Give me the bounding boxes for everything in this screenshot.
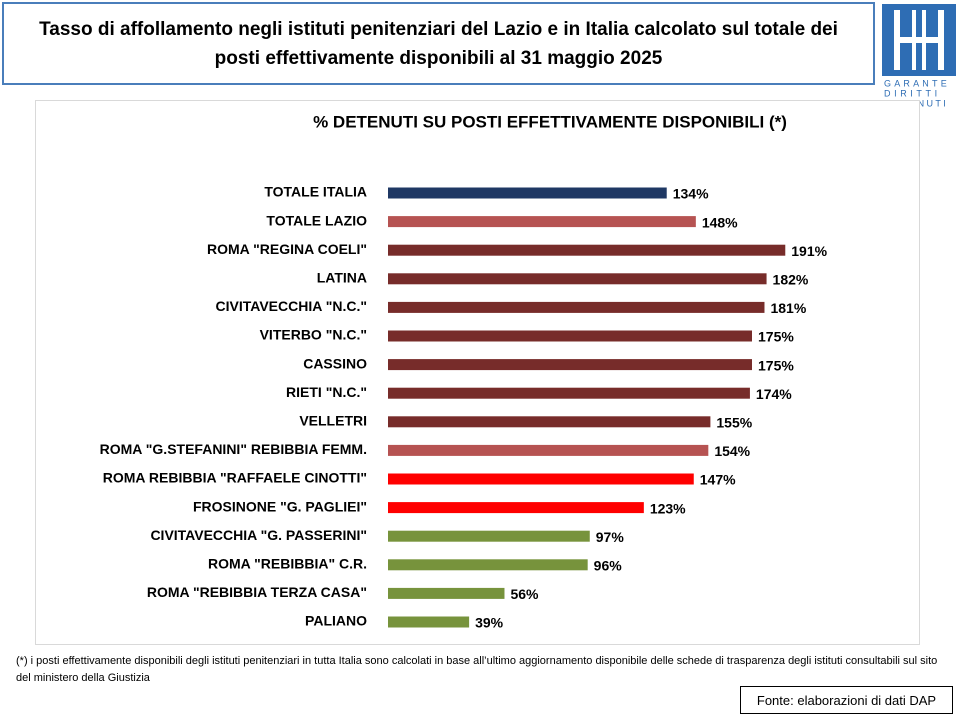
logo-shape	[912, 10, 916, 70]
value-label: 154%	[714, 443, 750, 459]
bar	[388, 502, 644, 514]
bar	[388, 216, 696, 228]
category-label: ROMA REBIBBIA "RAFFAELE CINOTTI"	[103, 470, 367, 486]
value-label: 147%	[700, 472, 736, 488]
value-label: 123%	[650, 500, 686, 516]
category-label: PALIANO	[305, 613, 367, 629]
chart: % DETENUTI SU POSTI EFFETTIVAMENTE DISPO…	[35, 100, 920, 645]
value-label: 181%	[770, 300, 806, 316]
value-label: 175%	[758, 357, 794, 373]
category-label: TOTALE LAZIO	[266, 212, 367, 228]
value-label: 175%	[758, 329, 794, 345]
category-label: CIVITAVECCHIA "G. PASSERINI"	[150, 527, 367, 543]
category-label: ROMA "REGINA COELI"	[207, 241, 367, 257]
value-label: 155%	[716, 415, 752, 431]
chart-title: % DETENUTI SU POSTI EFFETTIVAMENTE DISPO…	[313, 112, 787, 131]
logo-text: GARANTE	[884, 78, 950, 88]
category-label: FROSINONE "G. PAGLIEI"	[193, 498, 367, 514]
value-label: 191%	[791, 243, 827, 259]
category-label: ROMA "REBIBBIA TERZA CASA"	[147, 584, 367, 600]
bar	[388, 530, 590, 542]
source: Fonte: elaborazioni di dati DAP	[740, 686, 953, 714]
category-label: LATINA	[317, 270, 367, 286]
bar	[388, 473, 694, 485]
value-label: 148%	[702, 214, 738, 230]
category-label: VITERBO "N.C."	[260, 327, 367, 343]
bar	[388, 387, 750, 399]
value-label: 174%	[756, 386, 792, 402]
category-label: RIETI "N.C."	[286, 384, 367, 400]
bar	[388, 330, 752, 342]
page-title: Tasso di affollamento negli istituti pen…	[39, 18, 838, 69]
category-label: TOTALE ITALIA	[264, 184, 367, 200]
bar	[388, 559, 588, 571]
value-label: 182%	[773, 272, 809, 288]
logo-shape	[894, 37, 944, 43]
category-label: ROMA "G.STEFANINI" REBIBBIA FEMM.	[100, 441, 367, 457]
value-label: 56%	[510, 586, 539, 602]
category-label: CASSINO	[303, 355, 367, 371]
bar	[388, 416, 711, 428]
footnote: (*) i posti effettivamente disponibili d…	[16, 655, 938, 684]
value-label: 134%	[673, 186, 709, 202]
logo-shape	[922, 10, 926, 70]
bar	[388, 244, 786, 256]
bar	[388, 616, 470, 628]
bar	[388, 273, 767, 285]
bar	[388, 587, 505, 599]
category-label: ROMA "REBIBBIA" C.R.	[208, 556, 367, 572]
value-label: 39%	[475, 615, 504, 631]
bar	[388, 359, 752, 371]
bar	[388, 301, 765, 313]
logo-text: DIRITTI	[884, 88, 941, 98]
category-label: VELLETRI	[299, 413, 367, 429]
category-label: CIVITAVECCHIA "N.C."	[216, 298, 367, 314]
value-label: 96%	[594, 558, 623, 574]
bar	[388, 187, 667, 199]
bar	[388, 444, 709, 456]
title-box: Tasso di affollamento negli istituti pen…	[2, 2, 875, 85]
value-label: 97%	[596, 529, 625, 545]
